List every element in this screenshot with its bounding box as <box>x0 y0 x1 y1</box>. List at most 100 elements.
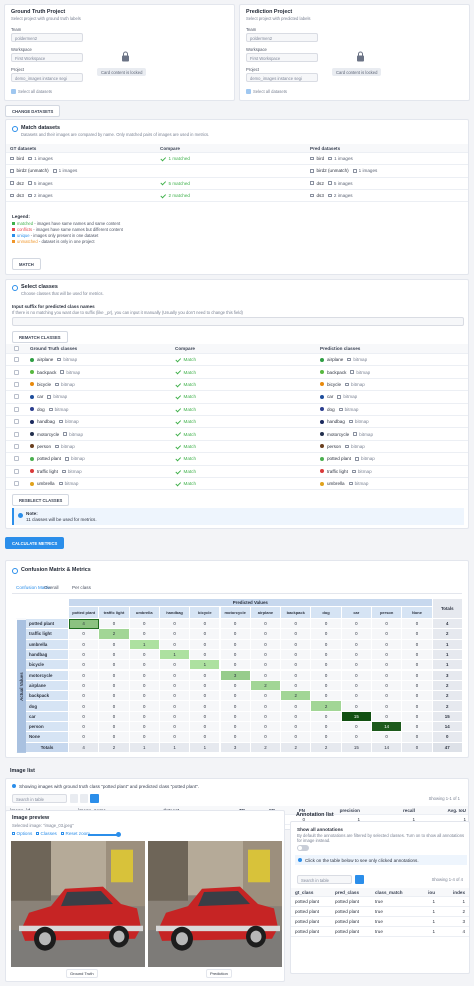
matrix-cell[interactable]: 0 <box>190 732 221 743</box>
matrix-cell[interactable]: 0 <box>341 649 372 661</box>
matrix-cell[interactable]: 0 <box>281 732 312 743</box>
matrix-cell[interactable]: 0 <box>129 660 160 671</box>
matrix-cell[interactable]: 0 <box>281 660 312 671</box>
matrix-cell[interactable]: 14 <box>372 722 403 733</box>
slider-knob[interactable] <box>116 832 121 837</box>
table-row[interactable]: potted plant potted plant true 1 3 <box>291 917 469 927</box>
matrix-cell[interactable]: 0 <box>281 670 312 681</box>
matrix-cell[interactable]: 0 <box>220 691 251 702</box>
matrix-cell[interactable]: 0 <box>402 670 433 681</box>
matrix-cell[interactable]: 0 <box>129 670 160 681</box>
matrix-cell[interactable]: 0 <box>129 629 160 640</box>
matrix-cell[interactable]: 0 <box>159 639 191 650</box>
matrix-cell[interactable]: 0 <box>190 701 221 712</box>
tab[interactable]: Per class <box>72 585 91 590</box>
search-button[interactable] <box>70 794 78 803</box>
matrix-cell[interactable]: 0 <box>129 722 160 733</box>
class-checkbox[interactable] <box>10 366 24 377</box>
matrix-cell[interactable]: 0 <box>69 722 100 733</box>
matrix-cell[interactable]: 4 <box>69 619 100 630</box>
search-button[interactable] <box>80 794 88 803</box>
matrix-cell[interactable]: 0 <box>220 732 251 743</box>
matrix-cell[interactable]: 0 <box>190 711 221 722</box>
matrix-cell[interactable]: 0 <box>311 619 342 630</box>
table-row[interactable]: potted plant potted plant true 1 2 <box>291 907 469 917</box>
matrix-cell[interactable]: 0 <box>341 722 372 733</box>
matrix-cell[interactable]: 0 <box>250 619 282 630</box>
matrix-cell[interactable]: 0 <box>159 629 191 640</box>
matrix-cell[interactable]: 0 <box>372 680 403 692</box>
matrix-cell[interactable]: 0 <box>159 701 191 712</box>
matrix-cell[interactable]: 0 <box>341 670 372 681</box>
matrix-cell[interactable]: 0 <box>372 701 403 712</box>
matrix-cell[interactable]: 0 <box>311 722 342 733</box>
match-button[interactable]: MATCH <box>12 258 41 270</box>
matrix-cell[interactable]: 2 <box>99 629 130 640</box>
matrix-cell[interactable]: 0 <box>159 670 191 681</box>
class-checkbox[interactable] <box>10 391 24 402</box>
matrix-cell[interactable]: 0 <box>311 732 342 743</box>
matrix-cell[interactable]: 0 <box>250 691 282 702</box>
matrix-cell[interactable]: 0 <box>250 670 282 681</box>
matrix-cell[interactable]: 1 <box>190 660 221 671</box>
matrix-cell[interactable]: 0 <box>159 680 191 692</box>
matrix-cell[interactable]: 0 <box>99 732 130 743</box>
matrix-cell[interactable]: 0 <box>220 701 251 712</box>
matrix-cell[interactable]: 0 <box>99 619 130 630</box>
matrix-cell[interactable]: 0 <box>250 732 282 743</box>
matrix-cell[interactable]: 0 <box>69 639 100 650</box>
matrix-cell[interactable]: 0 <box>372 691 403 702</box>
matrix-cell[interactable]: 0 <box>69 649 100 661</box>
matrix-cell[interactable]: 0 <box>190 680 221 692</box>
matrix-cell[interactable]: 0 <box>402 649 433 661</box>
matrix-cell[interactable]: 0 <box>311 711 342 722</box>
matrix-cell[interactable]: 0 <box>250 660 282 671</box>
matrix-cell[interactable]: 0 <box>190 639 221 650</box>
matrix-cell[interactable]: 0 <box>190 649 221 661</box>
matrix-cell[interactable]: 0 <box>311 660 342 671</box>
matrix-cell[interactable]: 0 <box>341 732 372 743</box>
checkbox[interactable] <box>11 89 16 94</box>
matrix-cell[interactable]: 0 <box>372 732 403 743</box>
matrix-cell[interactable]: 0 <box>69 670 100 681</box>
toolbar-button[interactable]: Options <box>12 831 32 836</box>
matrix-cell[interactable]: 0 <box>220 660 251 671</box>
search-button[interactable] <box>90 794 99 803</box>
matrix-cell[interactable]: 0 <box>341 660 372 671</box>
select[interactable]: First Workspace <box>11 53 83 62</box>
matrix-cell[interactable]: 0 <box>250 639 282 650</box>
matrix-cell[interactable]: 0 <box>311 639 342 650</box>
class-checkbox[interactable] <box>10 466 24 477</box>
matrix-cell[interactable]: 1 <box>159 649 191 661</box>
matrix-cell[interactable]: 0 <box>129 701 160 712</box>
class-checkbox[interactable] <box>10 478 24 489</box>
matrix-cell[interactable]: 15 <box>341 711 372 722</box>
matrix-cell[interactable]: 0 <box>402 629 433 640</box>
matrix-cell[interactable]: 0 <box>99 711 130 722</box>
matrix-cell[interactable]: 0 <box>220 722 251 733</box>
calculate-button[interactable]: CALCULATE METRICS <box>5 537 65 549</box>
matrix-cell[interactable]: 0 <box>159 732 191 743</box>
rematch-button[interactable]: REMATCH CLASSES <box>12 331 68 343</box>
matrix-cell[interactable]: 0 <box>372 660 403 671</box>
matrix-cell[interactable]: 0 <box>281 701 312 712</box>
matrix-cell[interactable]: 0 <box>99 660 130 671</box>
matrix-cell[interactable]: 0 <box>281 629 312 640</box>
matrix-cell[interactable]: 0 <box>341 629 372 640</box>
matrix-cell[interactable]: 0 <box>372 711 403 722</box>
matrix-cell[interactable]: 0 <box>190 629 221 640</box>
matrix-cell[interactable]: 0 <box>281 711 312 722</box>
matrix-cell[interactable]: 0 <box>281 619 312 630</box>
table-row[interactable]: potted plant potted plant true 1 4 <box>291 927 469 937</box>
matrix-cell[interactable]: 0 <box>402 680 433 692</box>
matrix-cell[interactable]: 0 <box>129 619 160 630</box>
opacity-slider[interactable] <box>88 834 118 836</box>
matrix-cell[interactable]: 1 <box>129 639 160 650</box>
class-checkbox[interactable] <box>10 379 24 390</box>
matrix-cell[interactable]: 0 <box>250 711 282 722</box>
reselect-button[interactable]: RESELECT CLASSES <box>12 494 70 506</box>
matrix-cell[interactable]: 0 <box>220 639 251 650</box>
matrix-cell[interactable]: 0 <box>372 639 403 650</box>
class-checkbox[interactable] <box>10 453 24 464</box>
matrix-cell[interactable]: 0 <box>341 701 372 712</box>
